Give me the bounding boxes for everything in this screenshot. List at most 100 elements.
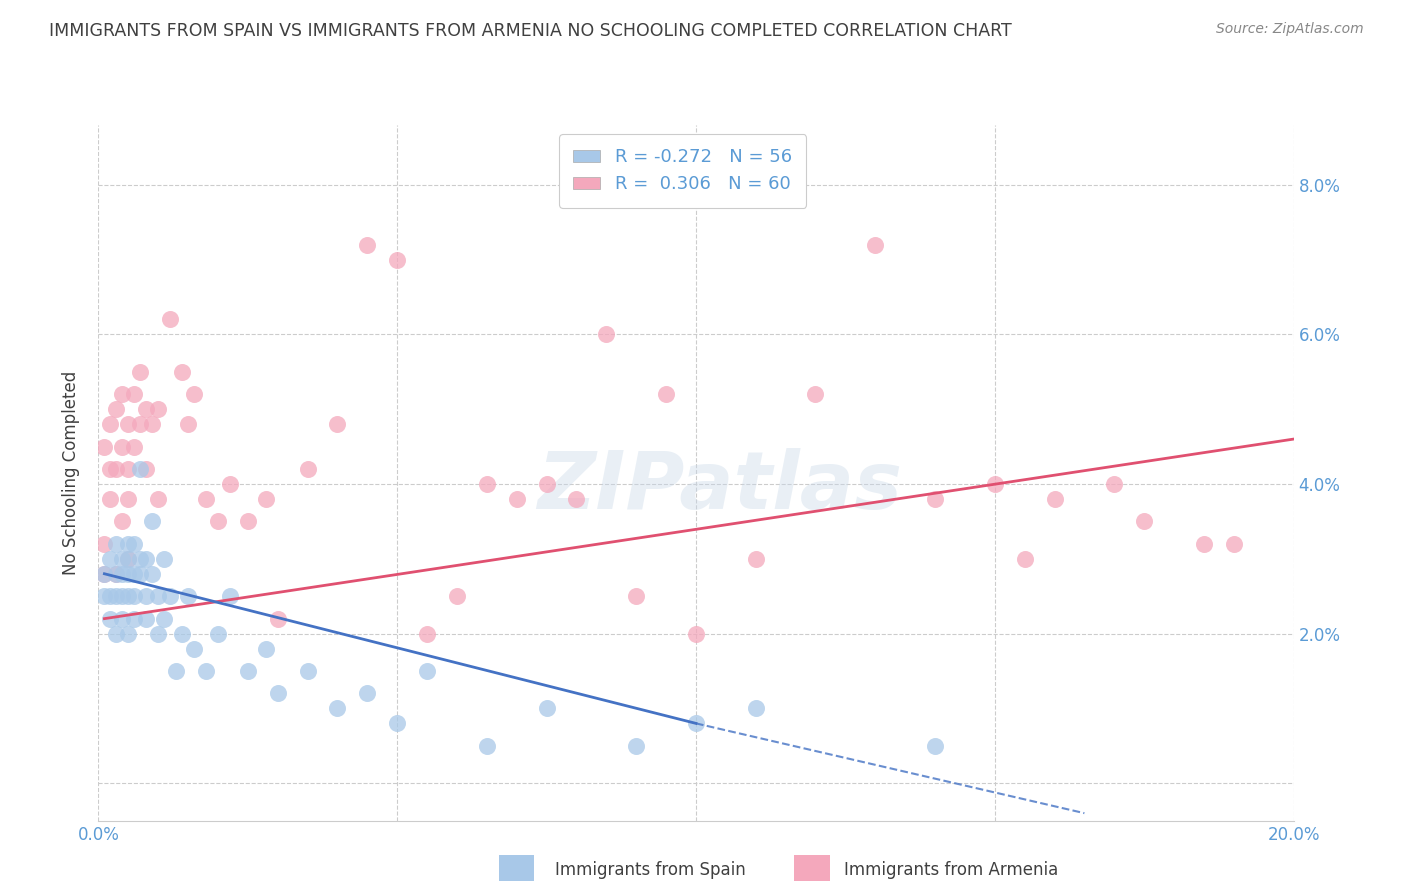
Point <box>626 589 648 603</box>
Text: ZIPatlas: ZIPatlas <box>537 448 903 525</box>
Point <box>385 716 409 731</box>
Point <box>111 612 134 626</box>
Point <box>297 462 319 476</box>
Point <box>141 417 163 431</box>
Point <box>207 515 229 529</box>
Point <box>141 566 163 581</box>
Point <box>148 402 170 417</box>
Point <box>655 387 678 401</box>
Point <box>129 551 152 566</box>
Point <box>117 462 139 476</box>
Point <box>165 664 187 678</box>
Point <box>236 664 259 678</box>
Point <box>129 462 152 476</box>
Point <box>565 491 588 506</box>
Point <box>745 701 768 715</box>
Point <box>124 589 146 603</box>
Point <box>1223 537 1246 551</box>
Text: Immigrants from Armenia: Immigrants from Armenia <box>844 861 1057 879</box>
Point <box>865 237 887 252</box>
Point <box>105 566 128 581</box>
Point <box>135 589 157 603</box>
Point <box>446 589 468 603</box>
Point <box>1043 491 1066 506</box>
Point <box>153 551 176 566</box>
Point <box>1192 537 1215 551</box>
Point <box>124 566 146 581</box>
Point <box>326 417 349 431</box>
Point <box>195 491 218 506</box>
Point <box>595 327 617 342</box>
Point <box>148 589 170 603</box>
Point <box>685 716 707 731</box>
Point <box>100 612 122 626</box>
Point <box>207 626 229 640</box>
Y-axis label: No Schooling Completed: No Schooling Completed <box>62 371 80 574</box>
Point <box>111 440 134 454</box>
Point <box>159 312 181 326</box>
Point <box>117 491 139 506</box>
Point <box>111 515 134 529</box>
Point <box>1104 477 1126 491</box>
Point <box>385 252 409 267</box>
Point <box>254 491 277 506</box>
Point <box>135 402 157 417</box>
Point <box>475 739 498 753</box>
Point <box>124 612 146 626</box>
Point <box>135 462 157 476</box>
Point <box>117 589 139 603</box>
Point <box>117 551 139 566</box>
Point <box>141 515 163 529</box>
Point <box>172 626 194 640</box>
Text: Source: ZipAtlas.com: Source: ZipAtlas.com <box>1216 22 1364 37</box>
Legend: R = -0.272   N = 56, R =  0.306   N = 60: R = -0.272 N = 56, R = 0.306 N = 60 <box>560 134 807 208</box>
Point <box>105 566 128 581</box>
Point <box>536 701 558 715</box>
Point <box>100 551 122 566</box>
Point <box>93 589 115 603</box>
Point <box>148 626 170 640</box>
Point <box>1133 515 1156 529</box>
Point <box>93 566 115 581</box>
Point <box>177 417 200 431</box>
Point <box>172 365 194 379</box>
Point <box>100 589 122 603</box>
Point <box>111 589 134 603</box>
Point <box>117 551 139 566</box>
Point <box>626 739 648 753</box>
Point <box>100 491 122 506</box>
Point <box>536 477 558 491</box>
Point <box>129 365 152 379</box>
Point <box>100 462 122 476</box>
Point <box>148 491 170 506</box>
Point <box>183 387 205 401</box>
Point <box>93 566 115 581</box>
Point <box>924 491 946 506</box>
Point <box>195 664 218 678</box>
Point <box>153 612 176 626</box>
Text: Immigrants from Spain: Immigrants from Spain <box>555 861 747 879</box>
Point <box>804 387 827 401</box>
Point <box>356 237 378 252</box>
Point <box>111 387 134 401</box>
Point <box>416 664 439 678</box>
Point <box>117 417 139 431</box>
Point <box>356 686 378 700</box>
Point <box>124 387 146 401</box>
Point <box>117 626 139 640</box>
Point <box>135 551 157 566</box>
Point <box>111 551 134 566</box>
Point <box>475 477 498 491</box>
Point <box>745 551 768 566</box>
Point <box>111 566 134 581</box>
Point <box>183 641 205 656</box>
Point <box>105 462 128 476</box>
Point <box>267 612 290 626</box>
Point <box>117 566 139 581</box>
Point <box>924 739 946 753</box>
Point <box>984 477 1007 491</box>
Point <box>105 537 128 551</box>
Text: IMMIGRANTS FROM SPAIN VS IMMIGRANTS FROM ARMENIA NO SCHOOLING COMPLETED CORRELAT: IMMIGRANTS FROM SPAIN VS IMMIGRANTS FROM… <box>49 22 1012 40</box>
Point <box>254 641 277 656</box>
Point <box>135 612 157 626</box>
